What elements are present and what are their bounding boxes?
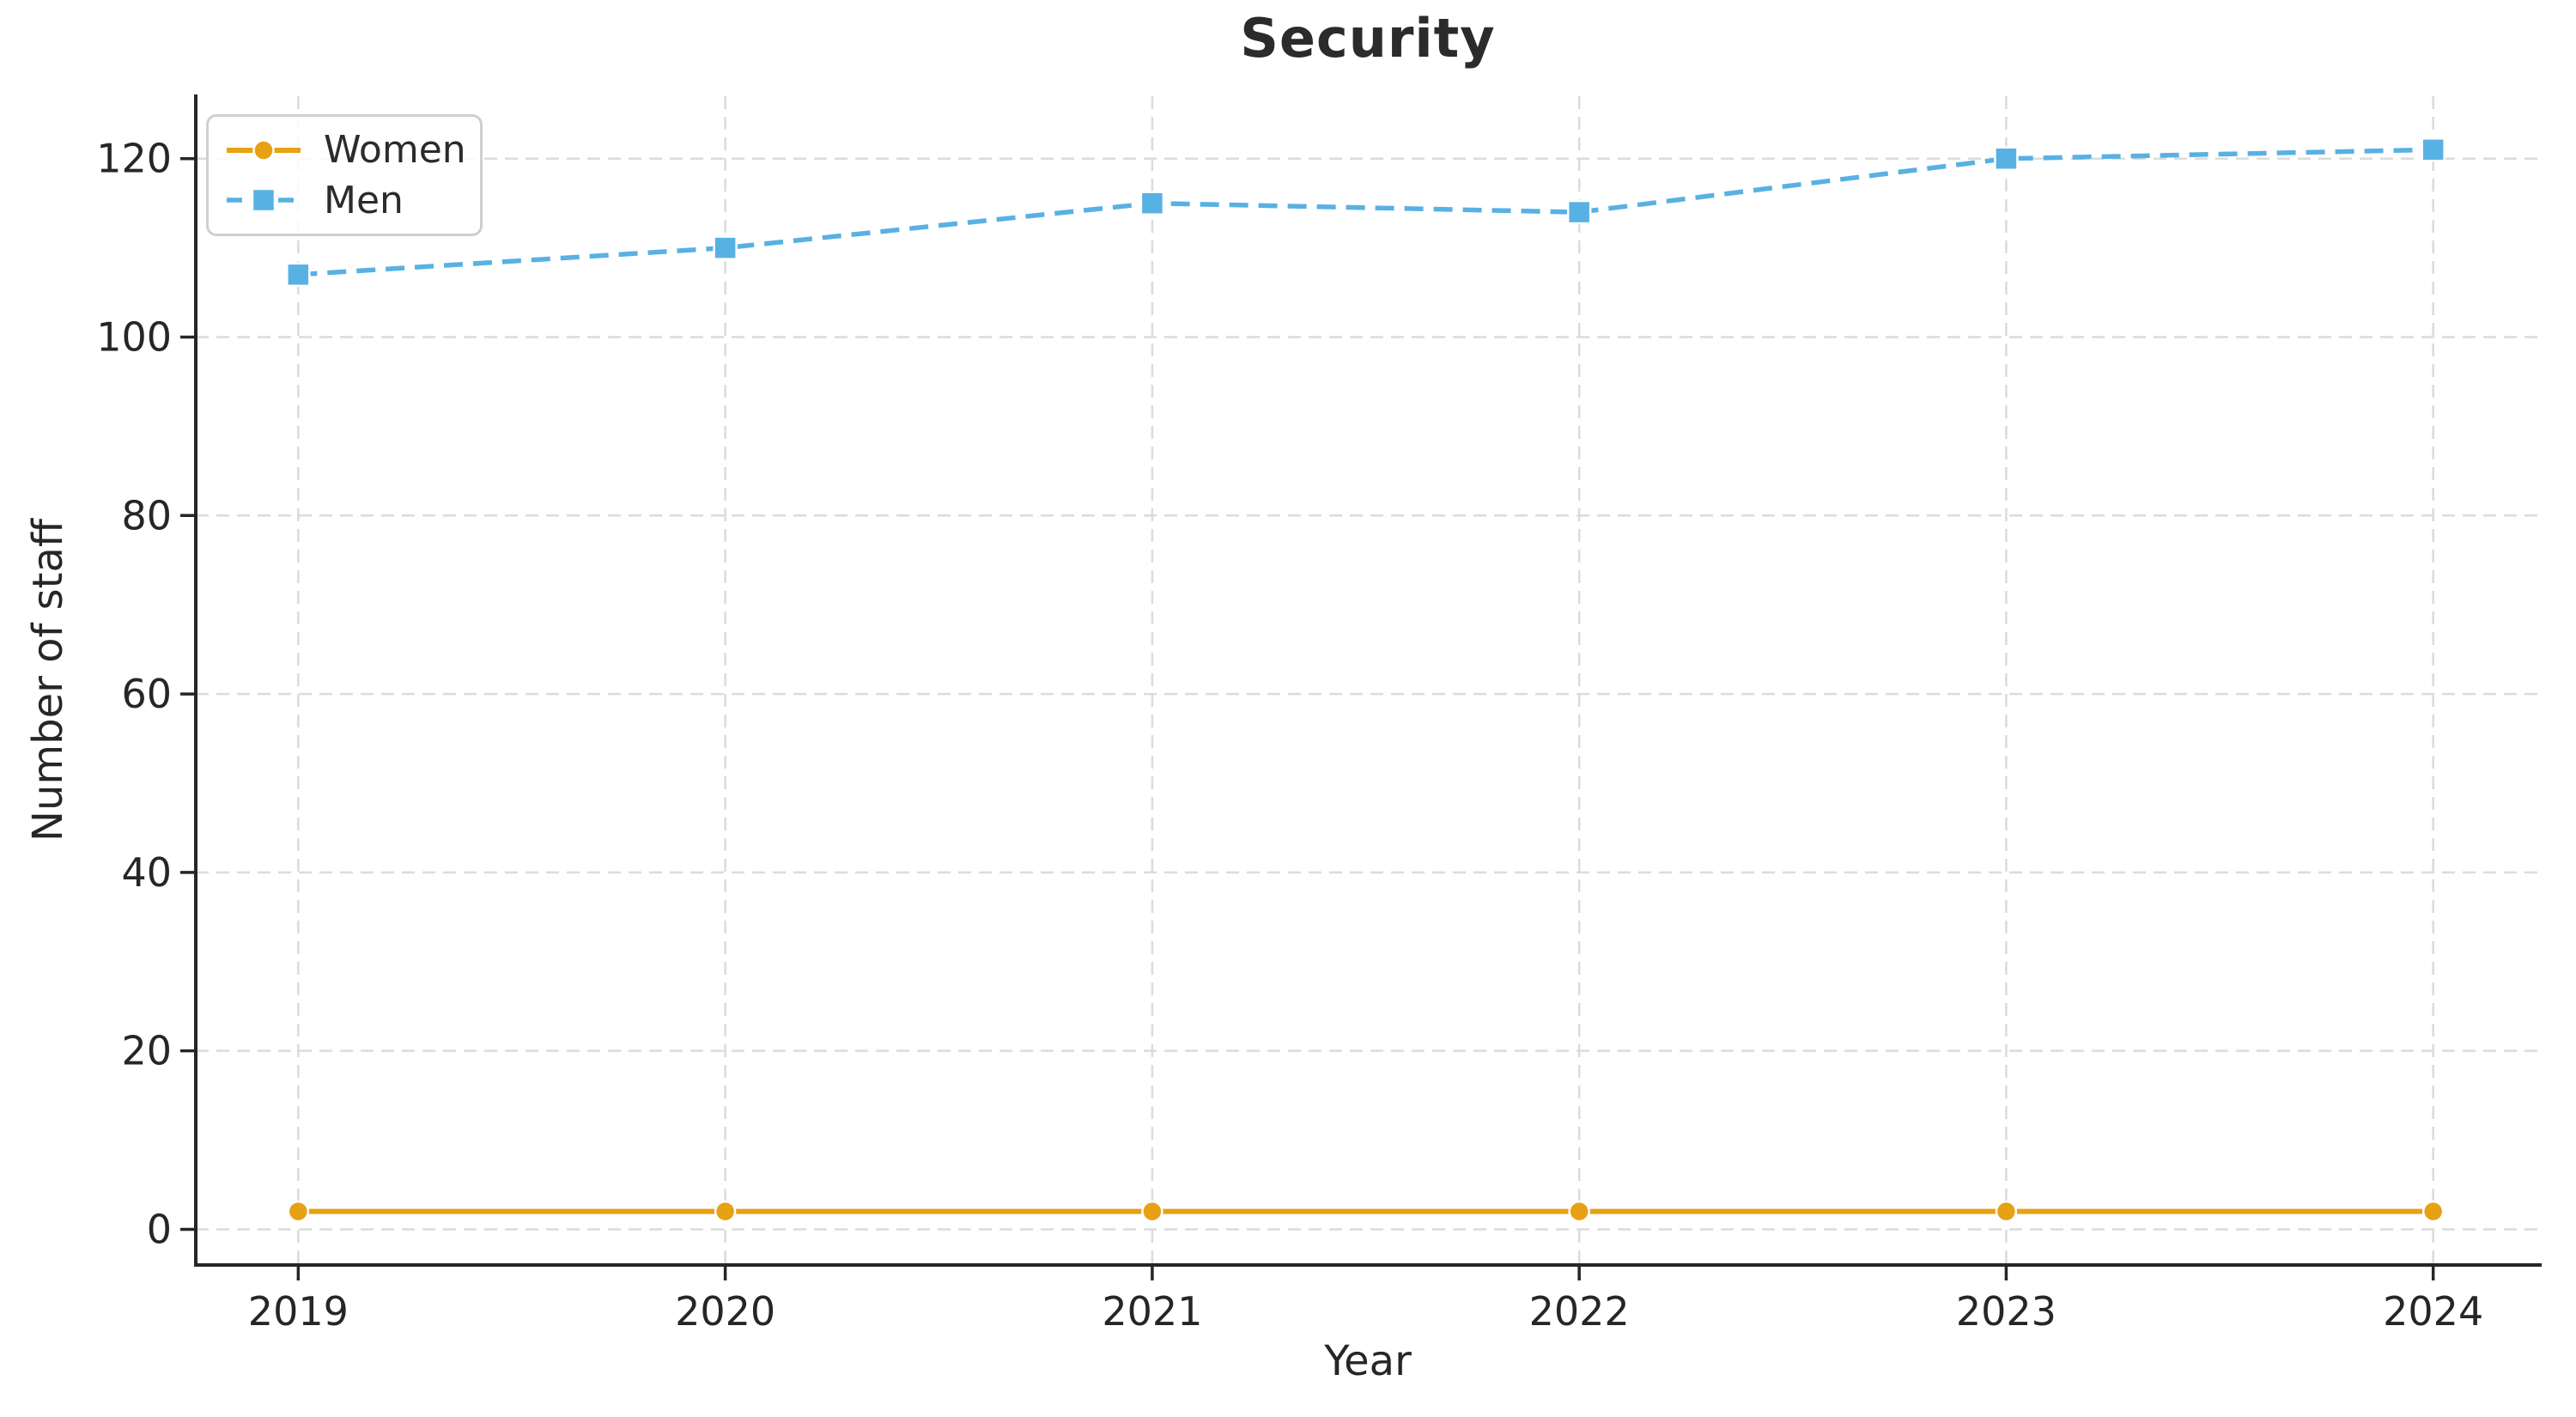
ytick-label-60: 60 <box>121 671 172 717</box>
series-men <box>286 137 2445 288</box>
tick-labels: 0 20 40 60 80 100 120 2019 2020 2021 2022 2023 2024 <box>96 136 2483 1335</box>
y-axis-label: Number of staff <box>24 519 72 842</box>
men-line-sample-icon <box>227 187 301 213</box>
spines <box>194 94 2542 1267</box>
x-axis-label: Year <box>1324 1337 1412 1385</box>
legend: Women Men <box>206 114 483 236</box>
legend-item-men: Men <box>224 179 465 222</box>
gridlines <box>196 96 2540 1265</box>
women-marker-2022 <box>1568 1200 1590 1223</box>
xtick-label-2024: 2024 <box>2383 1288 2483 1335</box>
men-sample-marker-icon <box>251 187 276 213</box>
xtick-label-2020: 2020 <box>675 1288 775 1335</box>
ytick-label-20: 20 <box>121 1028 172 1074</box>
women-marker-2019 <box>287 1200 310 1223</box>
men-marker-2021 <box>1139 191 1165 216</box>
men-marker-2024 <box>2421 137 2445 162</box>
women-marker-2023 <box>1995 1200 2018 1223</box>
legend-label-men: Men <box>324 178 404 222</box>
ytick-label-100: 100 <box>96 314 172 361</box>
xtick-label-2022: 2022 <box>1529 1288 1630 1335</box>
women-marker-2020 <box>714 1200 737 1223</box>
women-marker-2021 <box>1141 1200 1163 1223</box>
ytick-label-80: 80 <box>121 492 172 538</box>
ytick-label-40: 40 <box>121 849 172 896</box>
chart-title: Security <box>1240 7 1496 70</box>
men-marker-2019 <box>286 262 311 288</box>
men-line <box>298 147 2433 277</box>
men-marker-2022 <box>1566 199 1592 225</box>
women-line-sample-icon <box>227 139 301 161</box>
women-marker-2024 <box>2421 1200 2445 1223</box>
legend-item-women: Women <box>224 128 466 173</box>
xtick-label-2023: 2023 <box>1956 1288 2057 1335</box>
xtick-label-2021: 2021 <box>1102 1288 1202 1335</box>
ytick-label-0: 0 <box>147 1206 172 1252</box>
ytick-label-120: 120 <box>96 136 172 182</box>
women-sample-marker-icon <box>252 139 275 161</box>
tick-marks <box>180 156 2435 1280</box>
xtick-label-2019: 2019 <box>248 1288 349 1335</box>
men-marker-2020 <box>713 235 738 260</box>
men-marker-2023 <box>1994 146 2019 171</box>
legend-label-women: Women <box>324 128 466 173</box>
series-women <box>287 1200 2445 1223</box>
